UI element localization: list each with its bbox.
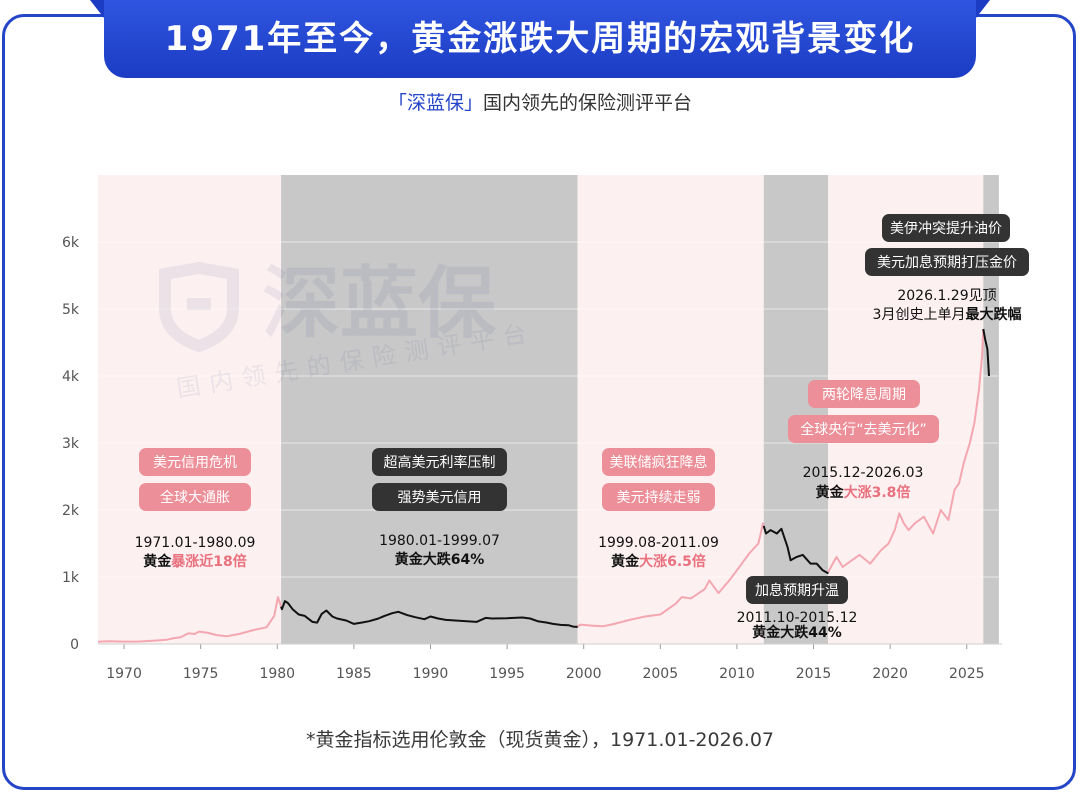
tag-de-dollarization: 全球央行“去美元化” [788,415,939,443]
peak-date: 2026.1.29见顶 [897,288,996,304]
subtitle-brand: 「深蓝保」 [387,92,483,114]
tag-weakening-dollar: 美元持续走弱 [602,483,715,511]
x-tick-label-1990: 1990 [413,666,449,682]
range-1980-1999: 1980.01-1999.07 [379,533,500,549]
svg-text:两轮降息周期: 两轮降息周期 [822,386,906,403]
watermark-brand: 深蓝保 [262,259,497,349]
x-tick-label-1970: 1970 [106,666,142,682]
tag-us-iran-conflict: 美伊冲突提升油价 [882,214,1010,242]
tag-fed-rate-cuts: 美联储疯狂降息 [602,448,715,476]
svg-text:美元持续走弱: 美元持续走弱 [617,489,701,506]
record-monthly-drop: 3月创史上单月最大跌幅 [873,306,1022,323]
period-band-bear-4 [763,175,829,644]
tag-strong-dollar-credit: 强势美元信用 [372,483,507,511]
x-tick-label-2005: 2005 [642,666,678,682]
tag-rate-hike-expectations: 加息预期升温 [746,576,848,604]
period-band-bear-2 [281,175,578,644]
y-tick-label-1000: 1k [62,570,80,586]
subtitle-text: 国内领先的保险测评平台 [483,92,693,114]
tag-global-inflation: 全球大通胀 [139,483,251,511]
x-tick-label-2020: 2020 [872,666,908,682]
result-1999-2011: 黄金大涨6.5倍 [611,553,706,570]
svg-text:美联储疯狂降息: 美联储疯狂降息 [610,454,708,471]
y-tick-label-0: 0 [70,637,79,653]
y-tick-label-6000: 6k [62,235,80,251]
x-tick-label-2010: 2010 [719,666,755,682]
annotation-2026: 美伊冲突提升油价 美元加息预期打压金价 2026.1.29见顶 3月创史上单月最… [865,214,1029,323]
x-tick-label-2015: 2015 [796,666,832,682]
banner-ear-right [976,0,990,18]
range-2015-2026: 2015.12-2026.03 [803,465,924,481]
svg-text:美元加息预期打压金价: 美元加息预期打压金价 [877,254,1017,271]
annotation-2015-2026: 两轮降息周期 全球央行“去美元化” 2015.12-2026.03 黄金大涨3.… [788,380,939,501]
period-band-bull-5 [828,175,984,644]
subtitle: 「深蓝保」国内领先的保险测评平台 [0,88,1080,115]
y-tick-label-3000: 3k [62,436,80,452]
banner-ear-left [90,0,104,18]
tag-rate-hike-suppresses-gold: 美元加息预期打压金价 [865,248,1029,276]
y-tick-label-4000: 4k [62,369,80,385]
price-line-bear-4 [762,525,829,574]
result-2011-2015: 黄金大跌44% [752,624,842,641]
y-tick-label-2000: 2k [62,503,80,519]
grid-lines [98,241,1002,578]
x-tick-label-1975: 1975 [183,666,219,682]
x-tick-label-1995: 1995 [489,666,525,682]
annotation-2011-2015: 加息预期升温 2011.10-2015.12 黄金大跌44% [737,576,858,641]
result-2015-2026: 黄金大涨3.8倍 [816,484,911,501]
period-band-bull-1 [98,175,282,644]
y-tick-label-5000: 5k [62,302,80,318]
svg-text:超高美元利率压制: 超高美元利率压制 [384,454,496,471]
svg-text:全球大通胀: 全球大通胀 [160,489,230,506]
range-1971-1980: 1971.01-1980.09 [135,535,256,551]
tag-high-rate-pressure: 超高美元利率压制 [372,448,507,476]
period-band-bear-6 [983,175,999,644]
page-title: 1971年至今，黄金涨跌大周期的宏观背景变化 [104,0,976,78]
x-tick-label-1980: 1980 [259,666,295,682]
range-1999-2011: 1999.08-2011.09 [598,535,719,551]
svg-text:美元信用危机: 美元信用危机 [153,455,237,471]
tag-dollar-credit-crisis: 美元信用危机 [139,448,251,476]
x-tick-label-2025: 2025 [949,666,985,682]
period-bands [98,175,999,644]
price-line-bull-1 [97,596,283,643]
result-1971-1980: 黄金暴涨近18倍 [143,553,246,570]
result-1980-1999: 黄金大跌64% [395,551,485,568]
x-tick-label-2000: 2000 [566,666,602,682]
watermark-logo-icon [159,261,239,353]
price-line-bull-5 [827,329,985,573]
svg-text:全球央行“去美元化”: 全球央行“去美元化” [800,421,927,438]
svg-text:强势美元信用: 强势美元信用 [398,490,482,506]
price-line-bear-2 [280,600,579,628]
period-band-bull-3 [577,175,764,644]
range-2011-2015: 2011.10-2015.12 [737,610,858,626]
price-line-bear-6 [982,328,990,377]
svg-text:加息预期升温: 加息预期升温 [755,582,839,599]
annotation-1980-1999: 超高美元利率压制 强势美元信用 1980.01-1999.07 黄金大跌64% [372,448,507,568]
x-tick-label-1985: 1985 [336,666,372,682]
annotation-1999-2011: 美联储疯狂降息 美元持续走弱 1999.08-2011.09 黄金大涨6.5倍 [598,448,719,570]
price-series [97,328,990,643]
svg-text:美伊冲突提升油价: 美伊冲突提升油价 [890,221,1002,237]
price-line-bull-3 [577,522,765,628]
footnote: *黄金指标选用伦敦金（现货黄金），1971.01-2026.07 [306,729,774,751]
axis-ticks: 0 1k 2k 3k 4k 5k 6k 1970 1975 1980 1985 1990 1995 200… [62,235,985,682]
annotation-1971-1980: 美元信用危机 全球大通胀 1971.01-1980.09 黄金暴涨近18倍 [135,448,256,570]
tag-two-rate-cut-cycles: 两轮降息周期 [808,380,920,408]
